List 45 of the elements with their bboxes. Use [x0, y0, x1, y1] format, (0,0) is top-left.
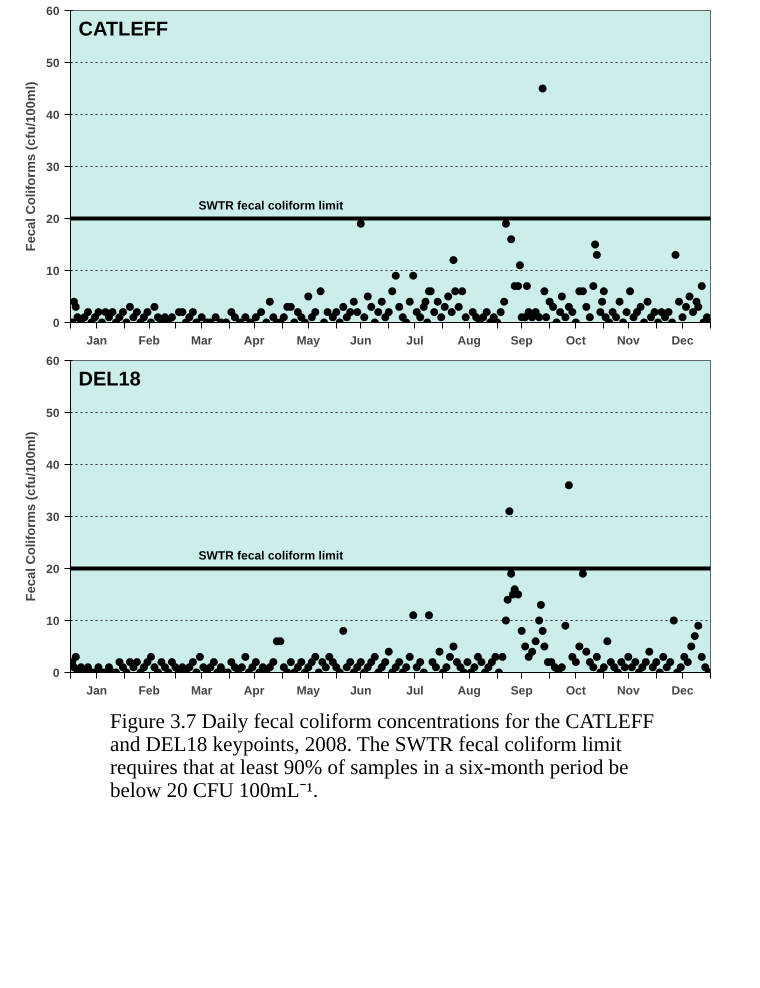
x-tick-label: Dec — [672, 684, 694, 698]
y-axis-title: Fecal Coliforms (cfu/100ml) — [23, 432, 38, 602]
x-tick-label: May — [296, 684, 320, 698]
x-tick-label: Sep — [510, 334, 533, 348]
x-tick-label: Jul — [406, 334, 424, 348]
y-tick-label: 30 — [46, 160, 60, 174]
x-tick-label: Oct — [566, 334, 586, 348]
chart-title: CATLEFF — [78, 18, 168, 40]
y-tick-label: 0 — [52, 666, 60, 680]
y-tick-label: 50 — [46, 406, 60, 420]
y-tick-label: 60 — [46, 354, 60, 368]
x-tick-label: Jun — [350, 684, 372, 698]
y-tick-label: 0 — [52, 316, 60, 330]
x-tick-label: Jul — [406, 684, 424, 698]
y-tick-label: 10 — [46, 264, 60, 278]
y-tick-label: 50 — [46, 56, 60, 70]
y-tick-label: 60 — [46, 4, 60, 18]
x-tick-label: Jan — [86, 334, 108, 348]
x-tick-label: Apr — [244, 334, 265, 348]
y-tick-label: 30 — [46, 510, 60, 524]
x-tick-label: Apr — [244, 684, 265, 698]
x-tick-label: Jun — [350, 334, 372, 348]
y-tick-label: 40 — [46, 108, 60, 122]
y-tick-label: 20 — [46, 212, 60, 226]
caption: Figure 3.7 Daily fecal coliform concentrations for the CATLEFF and DEL18 keypoints, 2008. The SWTR fecal coliform limit requires that at least 90% of samples in a six-month period be below 20 CFU 100mL⁻¹. — [110, 709, 656, 802]
x-tick-label: Nov — [616, 684, 640, 698]
x-tick-label: Nov — [616, 334, 640, 348]
y-tick-label: 10 — [46, 614, 60, 628]
x-tick-label: Oct — [566, 684, 586, 698]
x-tick-label: Aug — [458, 334, 481, 348]
x-tick-label: Dec — [672, 334, 694, 348]
y-axis-title: Fecal Coliforms (cfu/100ml) — [23, 82, 38, 252]
ref-line-label: SWTR fecal coliform limit — [198, 198, 344, 212]
x-tick-label: Aug — [458, 684, 481, 698]
x-tick-label: Feb — [138, 334, 160, 348]
x-tick-label: Jan — [86, 684, 108, 698]
x-tick-label: Mar — [190, 334, 213, 348]
x-tick-label: Mar — [190, 684, 213, 698]
y-tick-label: 20 — [46, 562, 60, 576]
x-tick-label: Sep — [510, 684, 533, 698]
x-tick-label: Feb — [138, 684, 160, 698]
ref-line-label: SWTR fecal coliform limit — [198, 548, 344, 562]
y-tick-label: 40 — [46, 458, 60, 472]
x-tick-label: May — [296, 334, 320, 348]
chart-title: DEL18 — [78, 368, 141, 390]
